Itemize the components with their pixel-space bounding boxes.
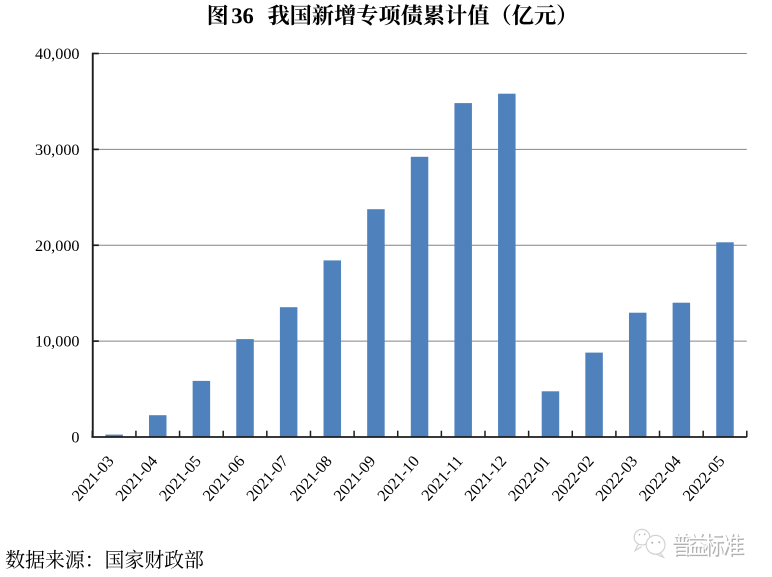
svg-text:30,000: 30,000 (35, 141, 80, 159)
svg-text:40,000: 40,000 (35, 45, 80, 63)
svg-text:20,000: 20,000 (35, 237, 80, 255)
svg-text:10,000: 10,000 (35, 333, 80, 351)
svg-text:0: 0 (71, 429, 79, 447)
